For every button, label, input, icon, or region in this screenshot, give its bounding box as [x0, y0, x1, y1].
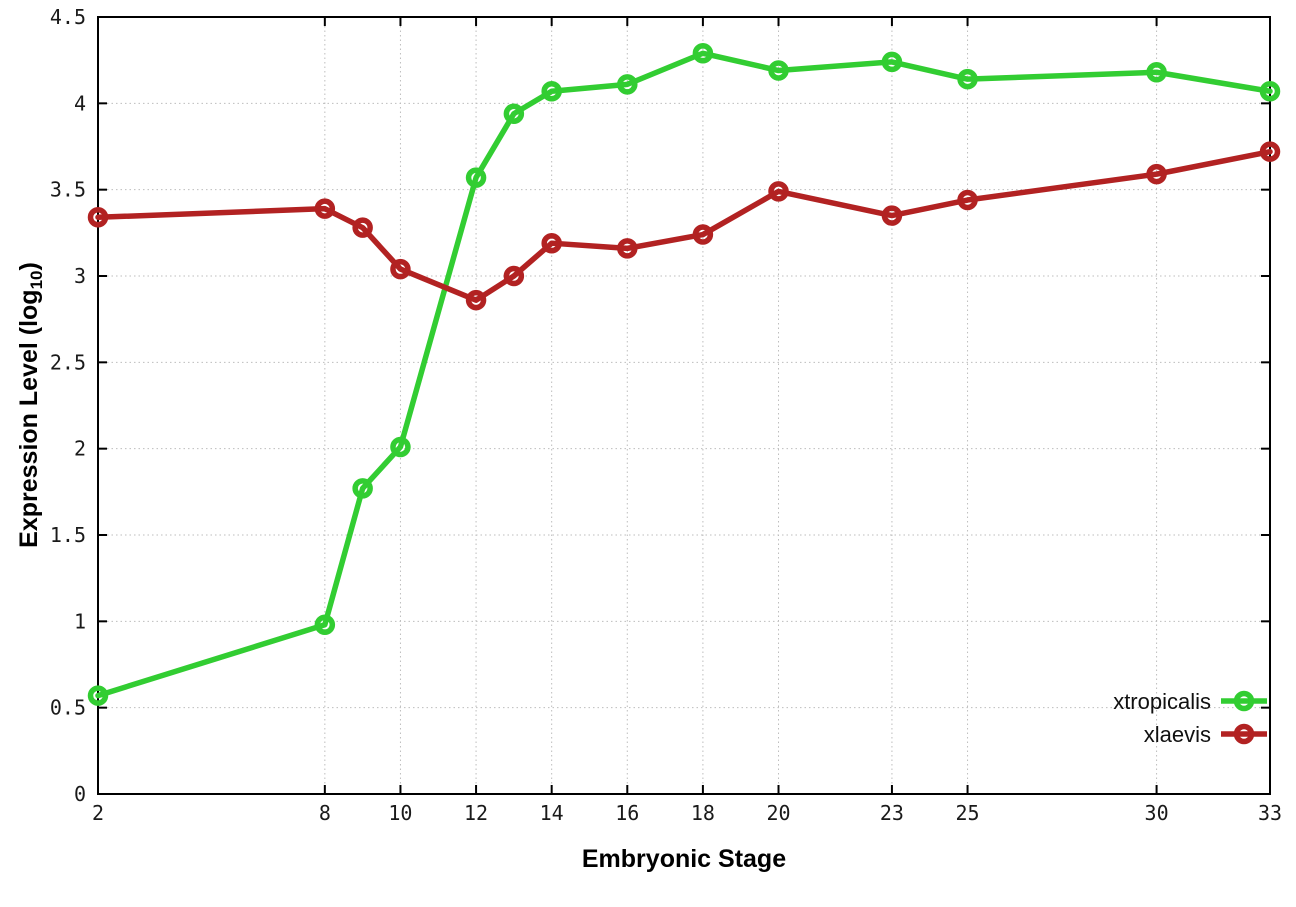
x-tick-label: 2 — [92, 801, 104, 825]
x-tick-label: 20 — [766, 801, 790, 825]
data-point-xlaevis — [881, 205, 903, 226]
y-axis-title: Expression Level (log10) — [15, 262, 47, 548]
y-tick-label: 2.5 — [50, 350, 86, 374]
y-tick-label: 3 — [74, 264, 86, 288]
data-point-xlaevis — [503, 265, 525, 287]
data-point-xlaevis — [541, 232, 562, 254]
x-tick-label: 12 — [464, 801, 488, 825]
legend-label-xlaevis: xlaevis — [1144, 722, 1211, 747]
x-tick-label: 30 — [1145, 801, 1169, 825]
data-point-xlaevis — [390, 258, 411, 280]
data-point-xlaevis — [1146, 163, 1167, 185]
y-tick-label: 4.5 — [50, 5, 86, 29]
series-line-xlaevis — [95, 148, 1273, 303]
x-tick-label: 16 — [615, 801, 639, 825]
y-tick-label: 0.5 — [50, 696, 86, 720]
data-point-xtropicalis — [314, 614, 336, 636]
y-tick-label: 3.5 — [50, 178, 86, 202]
x-tick-label: 14 — [540, 801, 564, 825]
series-line-xtropicalis — [95, 50, 1273, 699]
data-point-xtropicalis — [957, 68, 978, 90]
y-axis-title-text: Expression Level (log — [15, 289, 43, 548]
data-point-xtropicalis — [692, 43, 714, 64]
y-tick-label: 2 — [74, 437, 86, 461]
x-tick-label: 18 — [691, 801, 715, 825]
plot-border — [97, 16, 1271, 795]
y-tick-label: 0 — [74, 782, 86, 806]
data-point-xlaevis — [957, 189, 978, 211]
data-point-xlaevis — [1259, 141, 1281, 162]
data-point-xlaevis — [465, 289, 487, 311]
x-axis-title: Embryonic Stage — [581, 845, 787, 873]
data-point-xtropicalis — [87, 685, 109, 706]
x-tick-label: 33 — [1258, 801, 1282, 825]
data-point-xtropicalis — [503, 103, 525, 124]
x-tick-label: 10 — [388, 801, 412, 825]
legend-label-xtropicalis: xtropicalis — [1113, 689, 1211, 714]
y-tick-label: 4 — [74, 91, 86, 115]
data-point-xtropicalis — [881, 51, 903, 73]
data-point-xtropicalis — [390, 436, 411, 458]
data-point-xtropicalis — [352, 478, 373, 499]
data-point-xlaevis — [768, 181, 789, 202]
data-point-xlaevis — [692, 224, 714, 245]
data-point-xtropicalis — [1259, 80, 1281, 102]
data-point-xtropicalis — [617, 74, 638, 95]
legend-sample-marker-xlaevis — [1233, 723, 1255, 745]
data-point-xtropicalis — [465, 167, 487, 188]
y-tick-label: 1 — [74, 609, 86, 633]
y-tick-label: 1.5 — [50, 523, 86, 547]
data-point-xtropicalis — [768, 60, 789, 81]
legend-sample-marker-xtropicalis — [1233, 690, 1255, 712]
y-axis-title-close: ) — [15, 262, 43, 271]
x-tick-label: 8 — [319, 801, 331, 825]
y-axis-title-subscript: 10 — [27, 270, 46, 290]
data-point-xlaevis — [617, 238, 638, 259]
x-tick-label: 25 — [956, 801, 980, 825]
data-point-xtropicalis — [541, 80, 562, 102]
data-point-xlaevis — [352, 217, 373, 238]
data-point-xlaevis — [87, 207, 109, 228]
data-point-xlaevis — [314, 198, 336, 219]
data-point-xtropicalis — [1146, 62, 1167, 83]
x-tick-label: 23 — [880, 801, 904, 825]
